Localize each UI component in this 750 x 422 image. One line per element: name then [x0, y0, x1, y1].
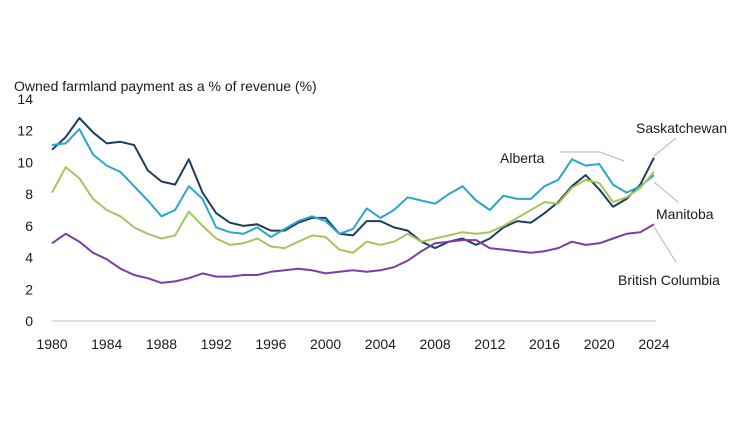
x-tick-label: 1992	[201, 336, 232, 352]
series-lines	[51, 117, 655, 284]
series-line-saskatchewan	[51, 117, 655, 250]
y-axis-label: Owned farmland payment as a % of revenue…	[14, 78, 317, 94]
x-tick-label: 2024	[638, 336, 669, 352]
y-tick-label: 10	[17, 154, 33, 170]
x-tick-label: 2016	[529, 336, 560, 352]
x-tick-label: 1996	[255, 336, 286, 352]
series-label-british-columbia: British Columbia	[618, 272, 720, 288]
y-tick-label: 0	[25, 313, 33, 329]
series-line-alberta	[51, 128, 655, 238]
british-columbia-leader-line	[653, 226, 677, 263]
series-label-saskatchewan: Saskatchewan	[636, 120, 727, 136]
x-tick-label: 2004	[365, 336, 396, 352]
y-axis-ticks: 0 2 4 6 8 10 12 14	[17, 91, 33, 329]
series-line-british-columbia	[51, 223, 655, 284]
y-tick-label: 4	[25, 250, 33, 266]
x-tick-label: 2008	[420, 336, 451, 352]
y-tick-label: 6	[25, 218, 33, 234]
saskatchewan-leader-line	[653, 137, 677, 157]
x-tick-label: 1988	[146, 336, 177, 352]
manitoba-leader-line	[653, 181, 679, 203]
series-label-manitoba: Manitoba	[656, 206, 714, 222]
x-axis-ticks: 1980 1984 1988 1992 1996 2000 2004 2008 2012 2016…	[36, 336, 669, 352]
y-tick-label: 2	[25, 281, 33, 297]
series-label-alberta: Alberta	[500, 150, 545, 166]
x-tick-label: 1984	[91, 336, 122, 352]
x-tick-label: 2012	[474, 336, 505, 352]
series-labels: Saskatchewan Alberta Manitoba British Co…	[500, 120, 727, 288]
series-line-manitoba	[51, 166, 655, 254]
alberta-leader-line	[560, 151, 625, 162]
x-tick-label: 2020	[584, 336, 615, 352]
x-tick-label: 2000	[310, 336, 341, 352]
y-tick-label: 8	[25, 186, 33, 202]
y-tick-label: 12	[17, 123, 33, 139]
x-tick-label: 1980	[36, 336, 67, 352]
y-tick-label: 14	[17, 91, 33, 107]
